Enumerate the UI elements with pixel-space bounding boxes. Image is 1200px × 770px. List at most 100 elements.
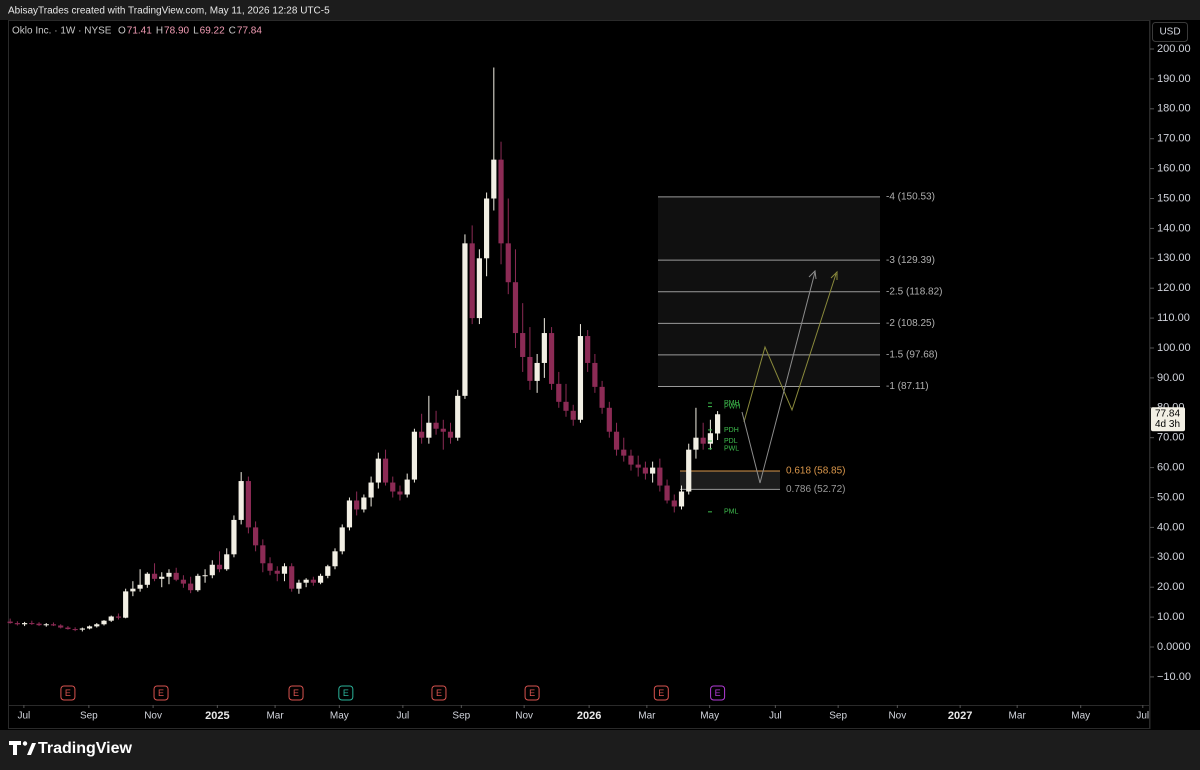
candle-body [621,449,627,456]
candle-body [274,570,280,574]
y-tick-label: 160.00 [1157,163,1191,175]
candle-body [22,623,28,625]
earnings-marker [60,685,76,701]
currency-label: USD [1159,27,1180,38]
candle-body [86,626,93,629]
earnings-label: E [293,688,299,698]
fib-label: -1.5 (97.68) [886,350,938,361]
x-tick-label: May [330,711,349,722]
x-tick-label: Jul [769,711,782,722]
retracement-zone [680,471,780,490]
candle-body [512,282,519,334]
candle-body [310,579,316,583]
candle-body [209,564,215,576]
y-tick-label: −10.00 [1157,671,1191,683]
fib-label: -4 (150.53) [886,192,935,203]
projection-path [741,271,816,484]
candle-body [563,401,569,411]
y-tick-label: 50.00 [1157,491,1185,503]
candle-body [635,464,641,468]
candle-body [296,582,302,589]
candle-body [548,333,555,384]
symbol-info: Oklo Inc. · 1W · NYSE [12,26,112,37]
candle-body [613,431,620,450]
y-tick-label: 90.00 [1157,372,1185,384]
top-bar [0,0,1200,20]
x-tick-label: Sep [80,711,98,722]
candle-body [7,621,13,624]
candle-body [29,623,35,625]
candle-body [72,629,78,631]
candle-body [195,575,201,591]
candle-body [462,243,468,396]
candle-body [404,479,410,495]
candle-body [628,455,634,465]
candle-body [599,386,605,408]
y-tick-label: 100.00 [1157,342,1191,354]
logo-mark [27,743,36,755]
candle-body [411,431,418,480]
fib-label: -1 (87.11) [886,381,929,392]
key-level-label: PMH [724,400,740,407]
candle-body [664,485,670,501]
candle-body [267,563,273,571]
candle-body [527,356,533,381]
candle-body [693,437,699,450]
y-tick-label: 30.00 [1157,551,1185,563]
candle-body [642,467,649,474]
candle-body [231,519,237,555]
candle-body [354,500,360,510]
ohlc-value: 78.90 [164,26,189,37]
candle-body [534,362,540,381]
ohlc-key: H [156,26,163,37]
earnings-label: E [715,688,721,698]
ohlc-value: 69.22 [200,26,225,37]
candle-body [332,551,338,567]
y-tick-label: 40.00 [1157,521,1185,533]
y-tick-label: 190.00 [1157,73,1191,85]
currency-box[interactable] [1152,22,1188,42]
earnings-marker [524,685,540,701]
x-tick-label: Jul [396,711,409,722]
x-tick-label: Nov [144,711,162,722]
candle-body [289,566,295,589]
candle-body [188,583,194,591]
key-level-label: PDH [724,427,739,434]
key-level-label: PWL [724,446,739,453]
price-badge [1151,407,1185,432]
candle-body [520,333,526,357]
candle-body [700,437,706,444]
earnings-marker [153,685,169,701]
x-tick-label: Mar [638,711,656,722]
candle-body [556,383,562,402]
y-tick-label: 140.00 [1157,222,1191,234]
logo-mark [9,741,21,755]
fib-label: -2.5 (118.82) [886,286,943,297]
candle-body [173,572,179,580]
candle-body [50,624,57,626]
candle-body [202,575,208,577]
earnings-label: E [436,688,442,698]
y-tick-label: 170.00 [1157,133,1191,145]
ohlc-key: O [118,26,126,37]
plot: -4 (150.53) -3 (129.39) -2.5 (118.82) -2 (1… [7,67,943,701]
y-tick-label: 180.00 [1157,103,1191,115]
ohlc-value: 71.41 [127,26,152,37]
key-level-label: PDL [724,438,738,445]
key-level-label: PML [724,509,739,516]
brand-name: TradingView [38,740,133,757]
candle-body [419,431,425,438]
candle-body [491,159,497,199]
chart-panel [0,20,1200,730]
y-tick-label: 110.00 [1157,312,1190,324]
projection-path [743,273,837,423]
earnings-marker [710,685,726,701]
candle-body [166,572,172,577]
projection-drawing [741,269,838,484]
y-tick-label: 120.00 [1157,282,1191,294]
candle-body [484,198,490,259]
candle-body [58,625,64,628]
candle-body [707,433,713,444]
candle-body [577,336,584,420]
